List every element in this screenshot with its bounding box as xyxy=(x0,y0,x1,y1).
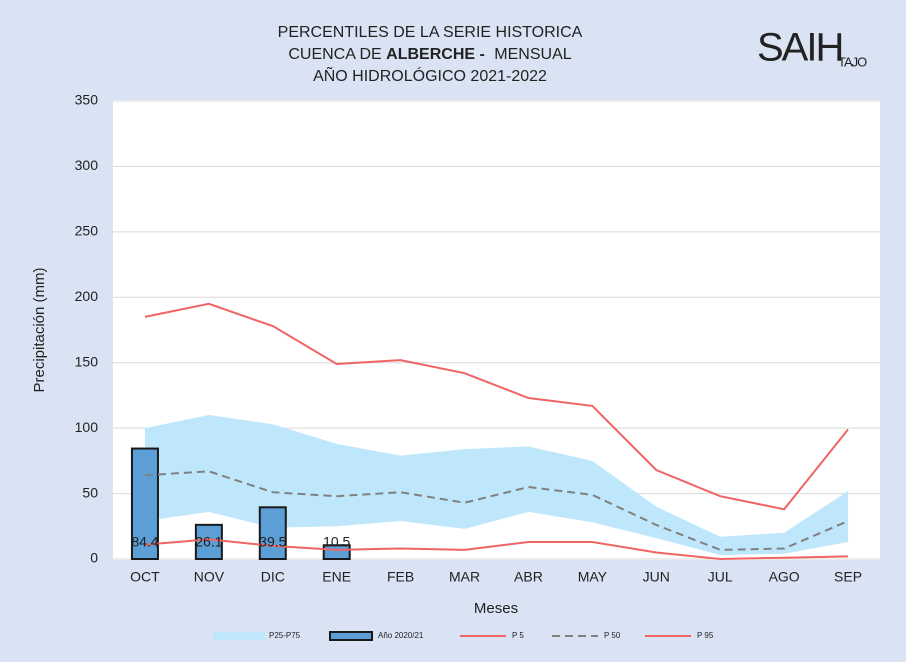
x-tick-label: SEP xyxy=(834,569,862,585)
x-axis-label: Meses xyxy=(474,600,518,617)
x-tick-label: MAY xyxy=(578,569,608,585)
x-tick-label: ABR xyxy=(514,569,543,585)
y-tick-label: 350 xyxy=(75,92,99,108)
y-tick-label: 100 xyxy=(75,419,99,435)
legend-label: P 95 xyxy=(697,631,714,640)
legend-swatch xyxy=(213,632,265,640)
line xyxy=(144,470,849,551)
chart-title: MENSUAL xyxy=(494,46,571,63)
chart-title: AÑO HIDROLÓGICO 2021-2022 xyxy=(313,65,547,85)
data-label: 26.1 xyxy=(195,534,222,550)
chart-title: CUENCA DE ALBERCHE - MENSUAL xyxy=(288,46,571,63)
x-tick-label: FEB xyxy=(387,569,414,585)
line xyxy=(144,302,849,511)
line xyxy=(144,538,849,561)
y-tick-label: 200 xyxy=(75,288,99,304)
x-tick-label: MAR xyxy=(449,569,480,585)
chart-title: ALBERCHE - xyxy=(386,46,485,63)
x-tick-label: AGO xyxy=(769,569,800,585)
data-label: 39.5 xyxy=(259,534,286,550)
y-tick-label: 150 xyxy=(75,353,99,369)
y-tick-label: 300 xyxy=(75,157,99,173)
legend-swatch xyxy=(329,631,373,641)
y-tick-label: 50 xyxy=(82,484,98,500)
legend-label: P 5 xyxy=(512,631,524,640)
x-tick-label: ENE xyxy=(322,569,351,585)
bar xyxy=(194,523,223,561)
y-tick-label: 250 xyxy=(75,223,99,239)
legend-label: P 50 xyxy=(604,631,621,640)
legend-label: P25-P75 xyxy=(269,631,301,640)
y-axis-label: Precipitación (mm) xyxy=(31,267,48,392)
x-tick-label: JUN xyxy=(643,569,670,585)
percentile-band xyxy=(144,415,849,556)
y-tick-label: 0 xyxy=(90,550,98,566)
data-label: 10.5 xyxy=(323,534,350,550)
x-tick-label: DIC xyxy=(261,569,285,585)
chart-title: CUENCA DE xyxy=(288,46,381,63)
data-label: 84.4 xyxy=(131,534,158,550)
chart-title: PERCENTILES DE LA SERIE HISTORICA xyxy=(278,24,583,41)
x-tick-label: JUL xyxy=(708,569,733,585)
x-tick-label: OCT xyxy=(130,569,160,585)
x-tick-label: NOV xyxy=(194,569,225,585)
bar xyxy=(258,506,287,561)
logo: SAIH xyxy=(757,26,842,70)
logo-sub: TAJO xyxy=(838,54,867,69)
legend-label: Año 2020/21 xyxy=(378,631,424,640)
bar xyxy=(130,447,159,561)
